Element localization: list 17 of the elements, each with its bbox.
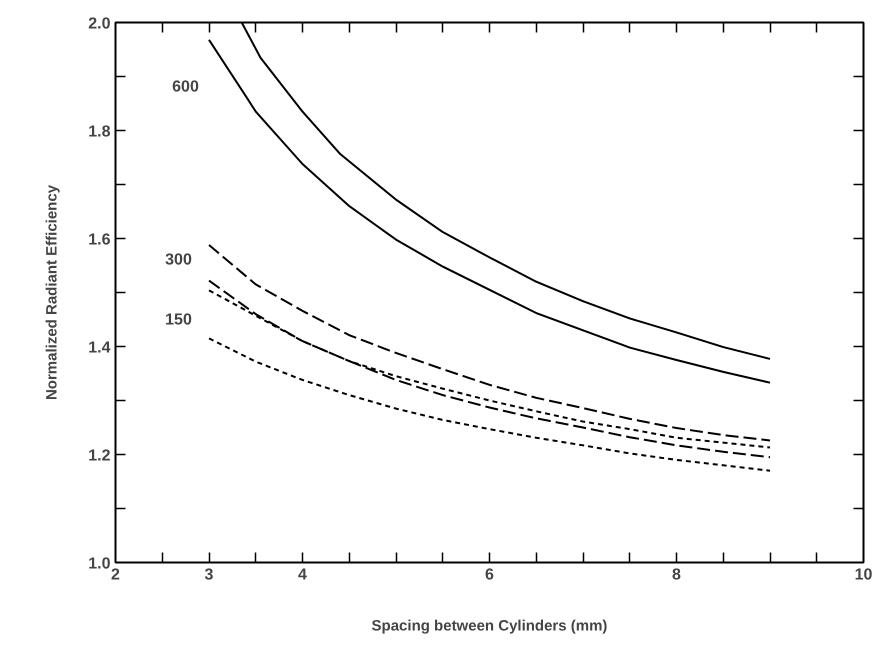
x-tick-label: 3 <box>204 566 214 584</box>
y-tick-label: 1.2 <box>88 448 111 464</box>
y-axis-title: Normalized Radiant Efficiency <box>43 184 60 400</box>
x-tick-label: 10 <box>854 566 872 584</box>
y-tick-label: 1.0 <box>88 556 111 572</box>
y-tick-label: 1.6 <box>88 232 111 248</box>
y-tick-label: 1.8 <box>88 124 111 140</box>
x-tick-label: 2 <box>111 566 120 584</box>
x-tick-label: 8 <box>672 566 682 584</box>
annotation: 600 <box>172 78 199 96</box>
x-tick-label: 6 <box>485 566 494 584</box>
x-axis-title: Spacing between Cylinders (mm) <box>372 618 608 634</box>
x-tick-label: 4 <box>298 566 308 584</box>
annotation: 300 <box>165 252 192 268</box>
y-tick-label: 1.4 <box>88 340 111 356</box>
y-tick-label: 2.0 <box>88 16 111 32</box>
annotation: 150 <box>165 312 192 328</box>
